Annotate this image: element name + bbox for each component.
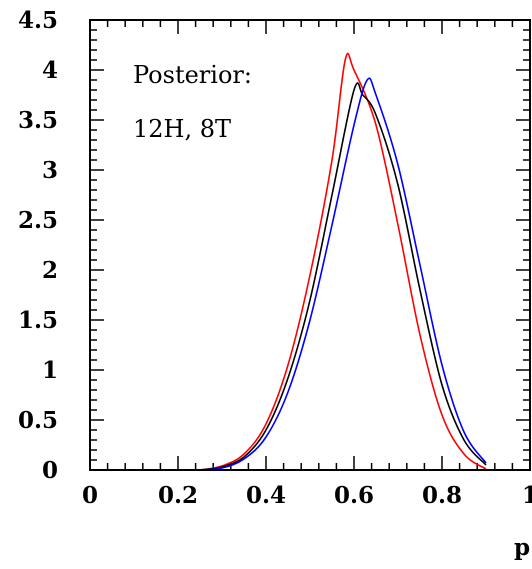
x-tick-label: 1 xyxy=(522,482,532,509)
y-tick-label: 2.5 xyxy=(18,207,58,234)
plot-frame xyxy=(89,19,531,471)
y-tick-label: 0 xyxy=(42,457,58,484)
y-tick-label: 4 xyxy=(42,57,58,84)
y-tick-label: 1 xyxy=(42,357,58,384)
y-tick-label: 0.5 xyxy=(18,407,58,434)
posterior-curve-3 xyxy=(199,77,487,471)
y-tick-labels: 0 0.5 1 1.5 2 2.5 3 3.5 4 4.5 xyxy=(18,7,58,484)
annotation-line-2: 12H, 8T xyxy=(133,115,231,143)
posterior-curves xyxy=(199,52,487,471)
x-tick-label: 0.6 xyxy=(334,482,374,509)
y-tick-label: 2 xyxy=(42,257,58,284)
annotation-line-1: Posterior: xyxy=(133,61,252,89)
y-tick-label: 4.5 xyxy=(18,7,58,34)
x-tick-label: 0.2 xyxy=(158,482,198,509)
x-axis-label: p xyxy=(514,534,530,561)
x-tick-label: 0 xyxy=(82,482,98,509)
y-tick-label: 3.5 xyxy=(18,107,58,134)
posterior-curve-1 xyxy=(199,52,487,471)
y-tick-label: 3 xyxy=(42,157,58,184)
posterior-curve-2 xyxy=(199,82,487,471)
x-tick-labels: 0 0.2 0.4 0.6 0.8 1 xyxy=(82,482,532,509)
x-tick-label: 0.4 xyxy=(246,482,286,509)
y-tick-label: 1.5 xyxy=(18,307,58,334)
x-tick-label: 0.8 xyxy=(422,482,462,509)
